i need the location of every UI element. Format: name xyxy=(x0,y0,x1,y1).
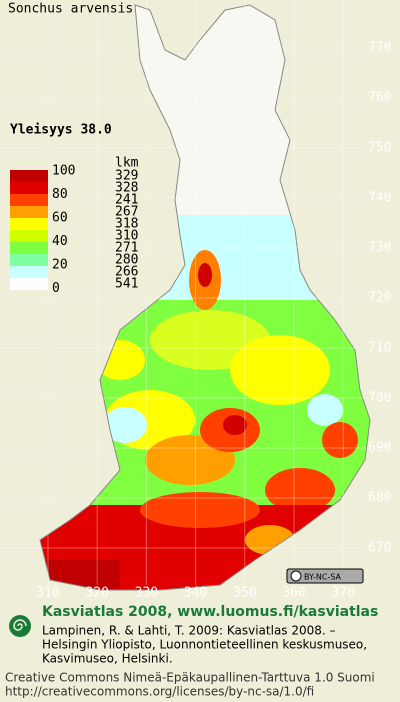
grid-label-y: 700 xyxy=(368,391,391,406)
legend-label: 0 xyxy=(52,281,60,296)
legend-label: 40 xyxy=(52,234,68,249)
grid-label-y: 670 xyxy=(368,541,391,556)
grid xyxy=(0,0,365,585)
grid-label-x: 340 xyxy=(184,586,207,601)
grid-label-y: 750 xyxy=(368,141,391,156)
grid-label-x: 330 xyxy=(135,586,158,601)
citation-line: Lampinen, R. & Lahti, T. 2009: Kasviatla… xyxy=(42,624,336,638)
grid-label-x: 310 xyxy=(36,586,59,601)
grid-label-y: 740 xyxy=(368,191,391,206)
grid-label-x: 350 xyxy=(233,586,256,601)
grid-label-y: 760 xyxy=(368,91,391,106)
grid-label-y: 720 xyxy=(368,291,391,306)
legend-count: 328 xyxy=(115,181,138,196)
legend-swatches xyxy=(10,170,48,290)
count-header: lkm xyxy=(115,156,139,171)
footer-heading: Kasviatlas 2008, www.luomus.fi/kasviatla… xyxy=(42,604,378,620)
grid-label-y: 680 xyxy=(368,491,391,506)
species-title: Sonchus arvensis xyxy=(8,2,133,17)
legend-label: 100 xyxy=(52,164,75,179)
license-line: Creative Commons Nimeä-Epäkaupallinen-Ta… xyxy=(5,671,375,685)
legend-count: 318 xyxy=(115,217,138,232)
grid-label-y: 690 xyxy=(368,441,391,456)
legend-count: 241 xyxy=(115,193,138,208)
legend-count: 267 xyxy=(115,205,138,220)
grid-label-x: 320 xyxy=(85,586,108,601)
logo xyxy=(9,615,31,637)
frequency: Yleisyys 38.0 xyxy=(10,123,112,138)
citation-line: Helsingin Yliopisto, Luonnontieteellinen… xyxy=(42,638,367,652)
legend-count: 271 xyxy=(115,241,138,256)
grid-label-y: 770 xyxy=(368,41,391,56)
legend-count: 541 xyxy=(115,277,138,292)
grid-label-x: 370 xyxy=(331,586,354,601)
license-line: http://creativecommons.org/licenses/by-n… xyxy=(5,685,314,699)
grid-label-y: 710 xyxy=(368,341,391,356)
legend-label: 80 xyxy=(52,187,68,202)
legend-count: 266 xyxy=(115,265,138,280)
citation-line: Kasvimuseo, Helsinki. xyxy=(42,652,173,666)
grid-label-y: 730 xyxy=(368,241,391,256)
legend-label: 60 xyxy=(52,211,68,226)
legend-count: 280 xyxy=(115,253,138,268)
license-badge-text: BY-NC-SA xyxy=(304,573,342,582)
legend-label: 20 xyxy=(52,258,68,273)
grid-label-x: 360 xyxy=(282,586,305,601)
legend-count: 329 xyxy=(115,169,138,184)
legend-count: 310 xyxy=(115,229,138,244)
license-badge: BY-NC-SA xyxy=(286,568,364,584)
